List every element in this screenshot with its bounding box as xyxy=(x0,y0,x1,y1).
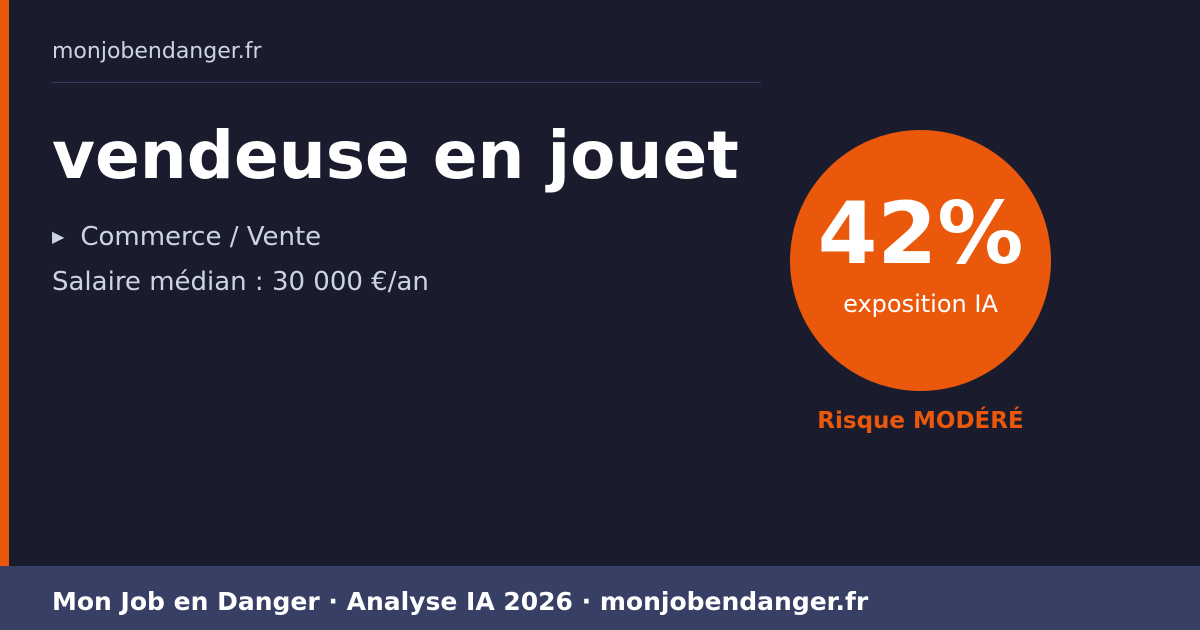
footer-text: Mon Job en Danger · Analyse IA 2026 · mo… xyxy=(52,587,869,616)
accent-bar xyxy=(0,0,9,566)
sector-label: Commerce / Vente xyxy=(80,222,322,252)
exposure-circle: 42% exposition IA xyxy=(790,130,1051,391)
footer: Mon Job en Danger · Analyse IA 2026 · mo… xyxy=(0,566,1200,630)
risk-label: Risque MODÉRÉ xyxy=(817,408,1024,434)
site-name: monjobendanger.fr xyxy=(52,39,262,64)
job-title: vendeuse en jouet xyxy=(52,117,739,194)
triangle-right-icon: ▶ xyxy=(52,227,65,246)
exposure-percent: 42% xyxy=(817,184,1024,284)
exposure-caption: exposition IA xyxy=(843,290,998,318)
divider xyxy=(52,82,761,83)
salary: Salaire médian : 30 000 €/an xyxy=(52,267,429,297)
sector: ▶ Commerce / Vente xyxy=(52,224,321,250)
